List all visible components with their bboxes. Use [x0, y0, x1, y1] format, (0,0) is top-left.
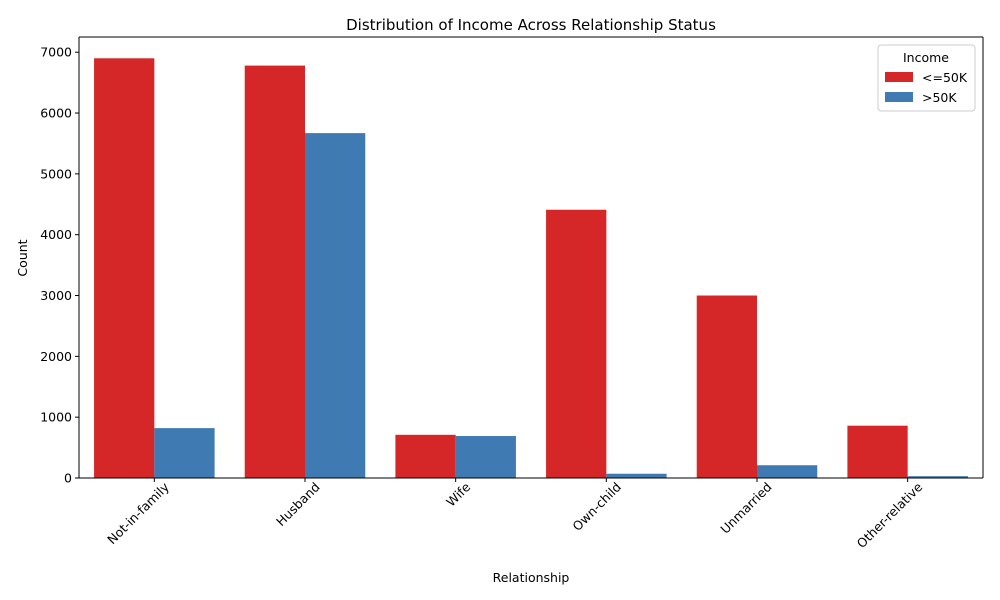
- x-tick-label-own-child: Own-child: [569, 479, 624, 534]
- y-tick-label: 3000: [40, 288, 72, 303]
- chart-title: Distribution of Income Across Relationsh…: [346, 16, 716, 34]
- bar-other-relative-series-1: [907, 476, 968, 478]
- legend-label-gt50k: >50K: [922, 90, 957, 105]
- x-axis-title: Relationship: [493, 570, 570, 585]
- y-tick-label: 2000: [40, 349, 72, 364]
- bar-not-in-family-series-0: [94, 58, 155, 478]
- y-tick-label: 5000: [40, 166, 72, 181]
- x-tick-label-other-relative: Other-relative: [854, 479, 926, 551]
- bar-unmarried-series-1: [757, 465, 818, 478]
- bar-wife-series-0: [395, 434, 456, 478]
- plot-area: 0 1000 2000 3000 4000 5000 6000 7000 Not-in-fami…: [40, 36, 984, 551]
- x-tick-label-not-in-family: Not-in-family: [104, 479, 172, 547]
- bar-unmarried-series-0: [696, 295, 757, 478]
- legend: Income <=50K >50K: [877, 44, 976, 112]
- bar-wife-series-1: [455, 436, 516, 478]
- bar-other-relative-series-0: [847, 425, 908, 478]
- x-tick-label-wife: Wife: [443, 479, 473, 509]
- y-tick-label: 1000: [40, 410, 72, 425]
- bar-own-child-series-1: [606, 473, 667, 478]
- bar-not-in-family-series-1: [154, 428, 215, 478]
- x-tick-label-husband: Husband: [273, 479, 323, 529]
- legend-label-le50k: <=50K: [922, 70, 968, 85]
- legend-title: Income: [903, 50, 949, 65]
- y-axis-title: Count: [15, 239, 30, 276]
- y-tick-label: 6000: [40, 106, 72, 121]
- legend-swatch-gt50k: [885, 92, 913, 102]
- bar-own-child-series-0: [546, 209, 607, 478]
- y-tick-label: 4000: [40, 227, 72, 242]
- x-tick-label-unmarried: Unmarried: [717, 479, 774, 536]
- y-tick-label: 7000: [40, 45, 72, 60]
- bar-husband-series-0: [244, 65, 305, 478]
- bar-husband-series-1: [305, 133, 366, 479]
- legend-swatch-le50k: [885, 72, 913, 82]
- y-tick-label: 0: [64, 471, 72, 486]
